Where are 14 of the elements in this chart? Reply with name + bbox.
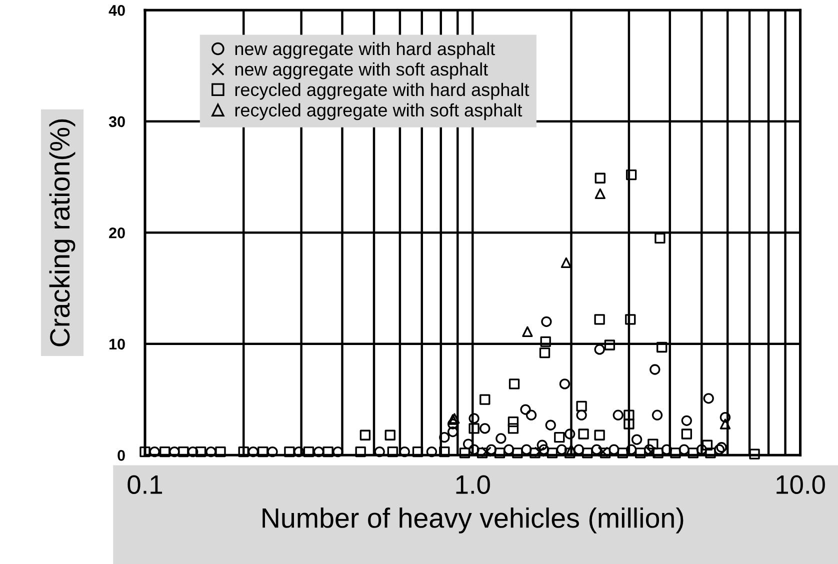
y-tick-label: 30 <box>108 116 125 128</box>
y-tick-label: 10 <box>110 338 125 350</box>
y-tick-label: 20 <box>109 228 125 238</box>
legend-label: recycled aggregate with hard asphalt <box>235 82 530 100</box>
y-tick-label: 0 <box>118 450 125 461</box>
x-tick-label: 1.0 <box>456 475 490 494</box>
x-tick-label: 0.1 <box>128 475 162 494</box>
y-axis-title: Cracking ration(%) <box>49 119 76 346</box>
x-tick-label: 10.0 <box>776 475 825 494</box>
y-tick-label: 40 <box>108 5 125 16</box>
legend-label: recycled aggregate with soft asphalt <box>235 103 522 120</box>
legend-label: new aggregate with hard asphalt <box>235 42 496 59</box>
legend-label: new aggregate with soft asphalt <box>235 62 488 80</box>
x-axis-title: Number of heavy vehicles (million) <box>262 508 684 534</box>
